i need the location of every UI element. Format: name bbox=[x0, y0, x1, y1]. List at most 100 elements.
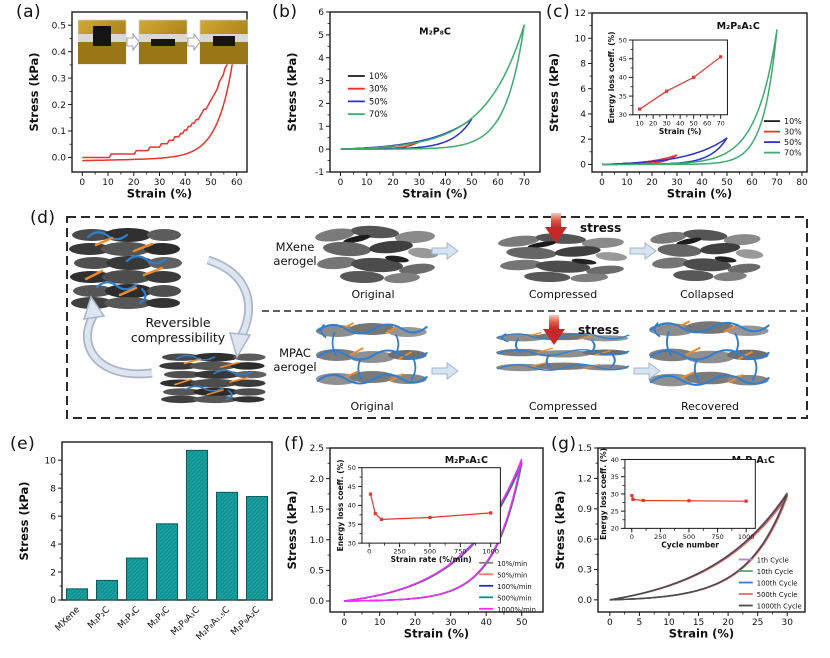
panel-label-c: (c) bbox=[546, 2, 571, 22]
data-marker bbox=[687, 499, 691, 503]
y-axis-title: Stress (kPa) bbox=[285, 491, 299, 570]
y-tick-label: 0.0 bbox=[52, 154, 67, 164]
reversible-label-line2: compressibility bbox=[131, 330, 226, 345]
right-arrow-icon bbox=[431, 362, 459, 380]
mxene-compressed-flakes bbox=[497, 232, 628, 283]
x-tick-label: 60 bbox=[703, 119, 711, 127]
y-axis-title: Energy loss coeff. (%) bbox=[336, 459, 345, 551]
data-marker bbox=[719, 55, 723, 59]
x-tick-label: 30 bbox=[662, 119, 670, 127]
legend-label: 10%/min bbox=[497, 560, 527, 568]
x-tick-label: 40 bbox=[480, 618, 492, 628]
data-marker bbox=[379, 517, 383, 521]
x-tick-label: 60 bbox=[231, 178, 243, 188]
mxene-aerogel-label-line1: MXene bbox=[276, 240, 315, 254]
y-tick-label: 40 bbox=[619, 74, 627, 82]
bar-texture bbox=[126, 558, 148, 600]
series-loop bbox=[340, 24, 526, 150]
inset-line bbox=[639, 56, 722, 110]
y-axis-title: Stress (kPa) bbox=[285, 53, 299, 132]
x-tick-label: 10 bbox=[663, 618, 675, 628]
x-tick-label: 250 bbox=[393, 548, 405, 556]
right-arrow-icon bbox=[629, 242, 657, 260]
caption-recovered: Recovered bbox=[681, 400, 739, 413]
chart-bar-max-stress: 0 2 4 6 8 10 Stress (kPa) MXene M₂P₂C M₂P₄C M₂P₈C M… bbox=[17, 441, 273, 642]
y-tick-label: 50 bbox=[619, 36, 627, 44]
x-axis-title: Strain rate (%/min) bbox=[391, 555, 472, 564]
reversible-label-line1: Reversible bbox=[145, 315, 210, 330]
data-marker bbox=[489, 511, 493, 515]
x-tick-label: 50 bbox=[721, 178, 733, 188]
bar-texture bbox=[186, 450, 208, 600]
x-tick-label: 60 bbox=[492, 178, 504, 188]
series-loop bbox=[344, 458, 523, 602]
y-tick-label: 2 bbox=[580, 135, 586, 145]
y-tick-label: 8 bbox=[50, 484, 56, 494]
stress-label-row2: stress bbox=[578, 323, 619, 337]
chart-title: M₂P₈A₁C bbox=[717, 21, 760, 32]
panel-label-e: (e) bbox=[10, 434, 36, 454]
panel-label-f: (f) bbox=[284, 434, 305, 454]
data-marker bbox=[631, 497, 635, 502]
x-tick-label: 10 bbox=[374, 618, 386, 628]
mpac-recovered-network bbox=[647, 320, 770, 388]
mpac-aerogel-label-line2: aerogel bbox=[273, 360, 316, 374]
aerogel-block-compressed bbox=[157, 351, 268, 405]
caption-compressed-row1: Compressed bbox=[529, 288, 597, 301]
mxene-collapsed-flakes bbox=[649, 228, 764, 282]
plot-frame bbox=[632, 39, 728, 116]
data-marker bbox=[368, 492, 373, 496]
y-tick-label: 2 bbox=[50, 568, 56, 578]
chart-title: M₂P₈C bbox=[419, 26, 451, 37]
x-tick-label: 20 bbox=[646, 178, 658, 188]
x-tick-label: 0 bbox=[367, 548, 371, 556]
x-tick-label: 25 bbox=[752, 618, 763, 628]
x-tick-label: 10 bbox=[635, 119, 643, 127]
cycle-arrowhead-down bbox=[228, 332, 252, 359]
legend-label: 30% bbox=[784, 128, 802, 137]
y-tick-label: 0 bbox=[50, 596, 56, 606]
y-tick-label: 3 bbox=[318, 77, 324, 87]
x-tick-label: 750 bbox=[711, 533, 723, 541]
y-tick-label: 35 bbox=[619, 92, 627, 100]
caption-original-row2: Original bbox=[350, 400, 393, 413]
x-category-label: M₂P₈C bbox=[146, 605, 172, 631]
y-tick-label: 40 bbox=[348, 502, 356, 510]
x-tick-label: 40 bbox=[440, 178, 452, 188]
x-axis-title: Strain (%) bbox=[659, 127, 702, 136]
y-tick-label: 1.5 bbox=[310, 505, 324, 515]
y-tick-label: 0.2 bbox=[52, 101, 66, 111]
plot-frame bbox=[624, 458, 756, 529]
chart-title: M₂P₈A₁C bbox=[445, 455, 488, 466]
y-tick-label: 4 bbox=[50, 540, 56, 550]
y-tick-label: 0.0 bbox=[578, 596, 593, 606]
chart-cycle-loops: 0 5 10 15 20 25 30 0.0 0.3 0.6 0.9 1.2 1.5 Strain (%)… bbox=[553, 444, 806, 641]
legend-label: 1000%/min bbox=[497, 606, 536, 614]
x-category-label: M₂P₄C bbox=[116, 605, 142, 631]
x-tick-label: 500 bbox=[424, 548, 436, 556]
y-axis-title: Stress (kPa) bbox=[547, 53, 561, 132]
x-tick-label: 20 bbox=[649, 119, 657, 127]
x-tick-label: 0 bbox=[341, 618, 347, 628]
x-tick-label: 20 bbox=[128, 178, 140, 188]
y-tick-label: 4 bbox=[580, 110, 586, 120]
caption-original-row1: Original bbox=[351, 288, 394, 301]
legend-label: 50% bbox=[784, 138, 802, 147]
chart-stress-strain-m2p8c: 0 10 20 30 40 50 60 70 -1 0 1 2 3 4 5 6 Strain (%) Stress… bbox=[285, 8, 541, 201]
x-tick-label: 70 bbox=[717, 119, 725, 127]
cycle-arrows bbox=[82, 255, 253, 379]
series-loop bbox=[609, 493, 789, 601]
x-tick-label: 0 bbox=[607, 618, 613, 628]
legend-label: 50% bbox=[369, 97, 388, 107]
y-tick-label: 0 bbox=[318, 145, 324, 155]
y-tick-label: 25 bbox=[611, 507, 619, 515]
x-tick-label: 30 bbox=[671, 178, 683, 188]
y-tick-label: 0.4 bbox=[52, 48, 67, 58]
x-tick-label: 10 bbox=[621, 178, 633, 188]
bar-texture bbox=[96, 580, 118, 600]
x-tick-label: 40 bbox=[676, 119, 684, 127]
y-tick-label: 6 bbox=[318, 8, 324, 18]
y-tick-label: 6 bbox=[580, 85, 586, 95]
x-tick-label: 0 bbox=[79, 178, 85, 188]
caption-collapsed: Collapsed bbox=[680, 288, 734, 301]
